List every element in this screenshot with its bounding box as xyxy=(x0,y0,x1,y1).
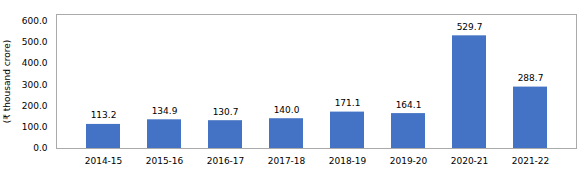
svg-text:100.0: 100.0 xyxy=(22,122,48,132)
svg-text:529.7: 529.7 xyxy=(457,22,483,32)
svg-text:2018-19: 2018-19 xyxy=(329,156,367,166)
svg-text:400.0: 400.0 xyxy=(22,58,48,68)
svg-text:2020-21: 2020-21 xyxy=(451,156,489,166)
svg-text:2019-20: 2019-20 xyxy=(390,156,428,166)
svg-text:2021-22: 2021-22 xyxy=(512,156,550,166)
svg-text:600.0: 600.0 xyxy=(22,16,48,26)
svg-text:0.0: 0.0 xyxy=(33,143,48,153)
svg-text:200.0: 200.0 xyxy=(22,101,48,111)
svg-text:(₹ thousand crore): (₹ thousand crore) xyxy=(2,40,12,124)
svg-text:2017-18: 2017-18 xyxy=(268,156,306,166)
svg-text:2016-17: 2016-17 xyxy=(207,156,245,166)
svg-text:2015-16: 2015-16 xyxy=(146,156,184,166)
svg-text:113.2: 113.2 xyxy=(91,110,117,120)
svg-text:500.0: 500.0 xyxy=(22,37,48,47)
svg-text:288.7: 288.7 xyxy=(518,73,544,83)
svg-text:140.0: 140.0 xyxy=(274,105,300,115)
svg-text:2014-15: 2014-15 xyxy=(85,156,123,166)
svg-text:164.1: 164.1 xyxy=(396,100,422,110)
svg-text:134.9: 134.9 xyxy=(152,106,178,116)
svg-text:130.7: 130.7 xyxy=(213,107,239,117)
svg-text:300.0: 300.0 xyxy=(22,80,48,90)
svg-text:171.1: 171.1 xyxy=(335,98,361,108)
